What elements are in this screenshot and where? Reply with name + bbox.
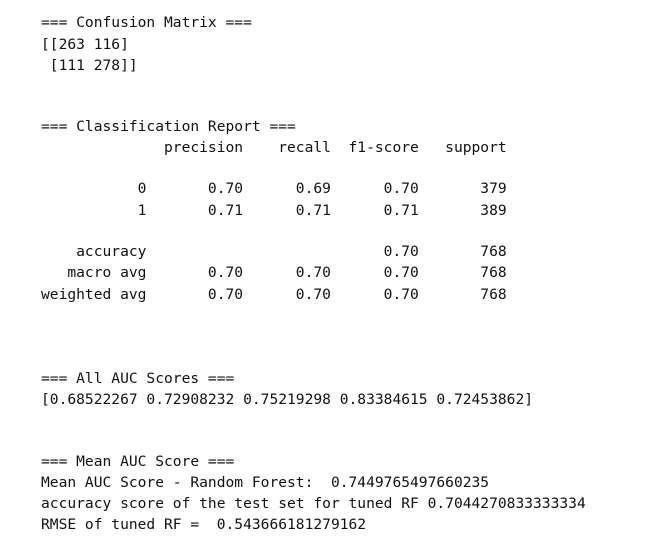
confusion-matrix-row-2: [111 278]] bbox=[41, 57, 138, 74]
confusion-matrix-row-1: [[263 116] bbox=[41, 36, 129, 53]
classification-report-header: precision recall f1-score support bbox=[41, 139, 507, 156]
classification-report-macro-avg: macro avg 0.70 0.70 0.70 768 bbox=[41, 264, 507, 281]
rmse-line: RMSE of tuned RF = 0.543666181279162 bbox=[41, 516, 367, 533]
classification-report-weighted-avg: weighted avg 0.70 0.70 0.70 768 bbox=[41, 286, 507, 303]
classification-report-title: === Classification Report === bbox=[41, 118, 296, 135]
classification-report-accuracy: accuracy 0.70 768 bbox=[41, 243, 507, 260]
accuracy-score-line: accuracy score of the test set for tuned… bbox=[41, 495, 586, 512]
auc-scores-values: [0.68522267 0.72908232 0.75219298 0.8338… bbox=[41, 391, 534, 408]
mean-auc-title: === Mean AUC Score === bbox=[41, 453, 235, 470]
confusion-matrix-title: === Confusion Matrix === bbox=[41, 14, 252, 31]
classification-report-row-1: 1 0.71 0.71 0.71 389 bbox=[41, 202, 507, 219]
mean-auc-line: Mean AUC Score - Random Forest: 0.744976… bbox=[41, 474, 490, 491]
classification-report-row-0: 0 0.70 0.69 0.70 379 bbox=[41, 180, 507, 197]
console-output: === Confusion Matrix === [[263 116] [111… bbox=[41, 11, 641, 546]
auc-scores-title: === All AUC Scores === bbox=[41, 370, 235, 387]
